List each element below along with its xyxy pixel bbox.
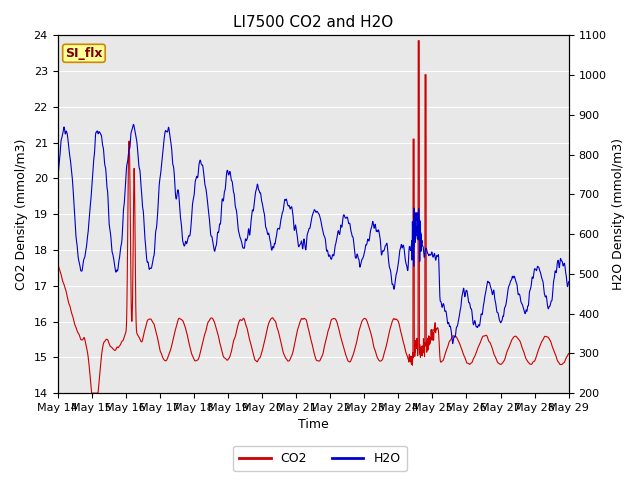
Title: LI7500 CO2 and H2O: LI7500 CO2 and H2O [233, 15, 393, 30]
Legend: CO2, H2O: CO2, H2O [233, 446, 407, 471]
Y-axis label: CO2 Density (mmol/m3): CO2 Density (mmol/m3) [15, 139, 28, 290]
Y-axis label: H2O Density (mmol/m3): H2O Density (mmol/m3) [612, 138, 625, 290]
Text: SI_flx: SI_flx [65, 47, 102, 60]
X-axis label: Time: Time [298, 419, 328, 432]
